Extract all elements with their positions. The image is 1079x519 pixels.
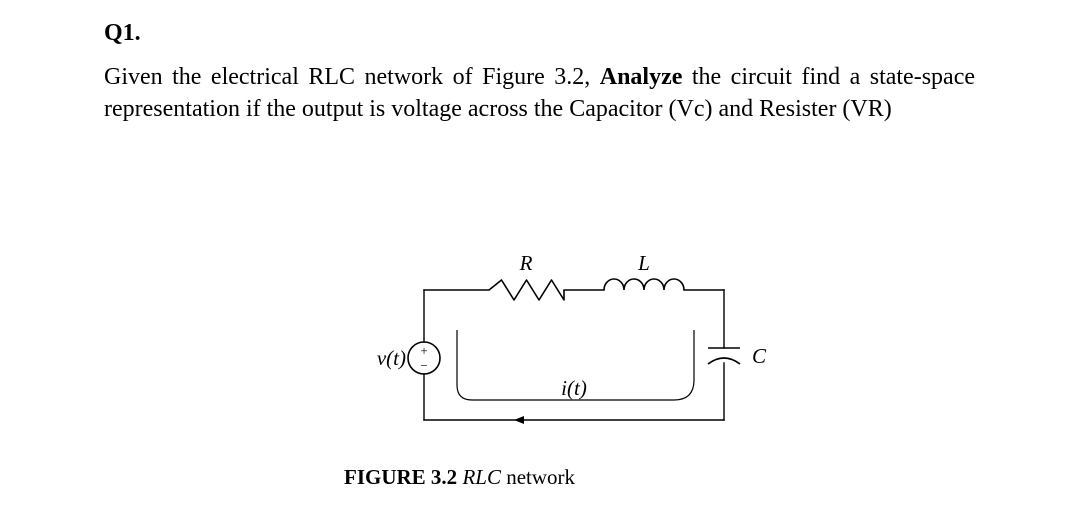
svg-text:R: R	[519, 251, 533, 275]
problem-text-part1: Given the electrical RLC network of Figu…	[104, 64, 600, 90]
figure-caption: FIGURE 3.2 RLC network	[344, 465, 774, 490]
caption-figure-number: FIGURE 3.2	[344, 465, 457, 489]
rlc-circuit-diagram: +− R L Cv(t) i(t)	[344, 250, 774, 450]
caption-rest: network	[501, 465, 575, 489]
problem-statement: Given the electrical RLC network of Figu…	[104, 61, 975, 126]
svg-text:+: +	[420, 343, 427, 358]
svg-text:i(t): i(t)	[561, 376, 587, 400]
question-label: Q1.	[104, 20, 975, 47]
svg-text:L: L	[637, 251, 650, 275]
svg-text:C: C	[752, 344, 767, 368]
caption-rlc: RLC	[462, 465, 501, 489]
svg-text:−: −	[420, 358, 427, 373]
analyze-word: Analyze	[600, 64, 683, 90]
figure-container: +−RLCv(t)i(t) FIGURE 3.2 RLC network	[344, 250, 774, 480]
svg-text:v(t): v(t)	[377, 346, 406, 370]
